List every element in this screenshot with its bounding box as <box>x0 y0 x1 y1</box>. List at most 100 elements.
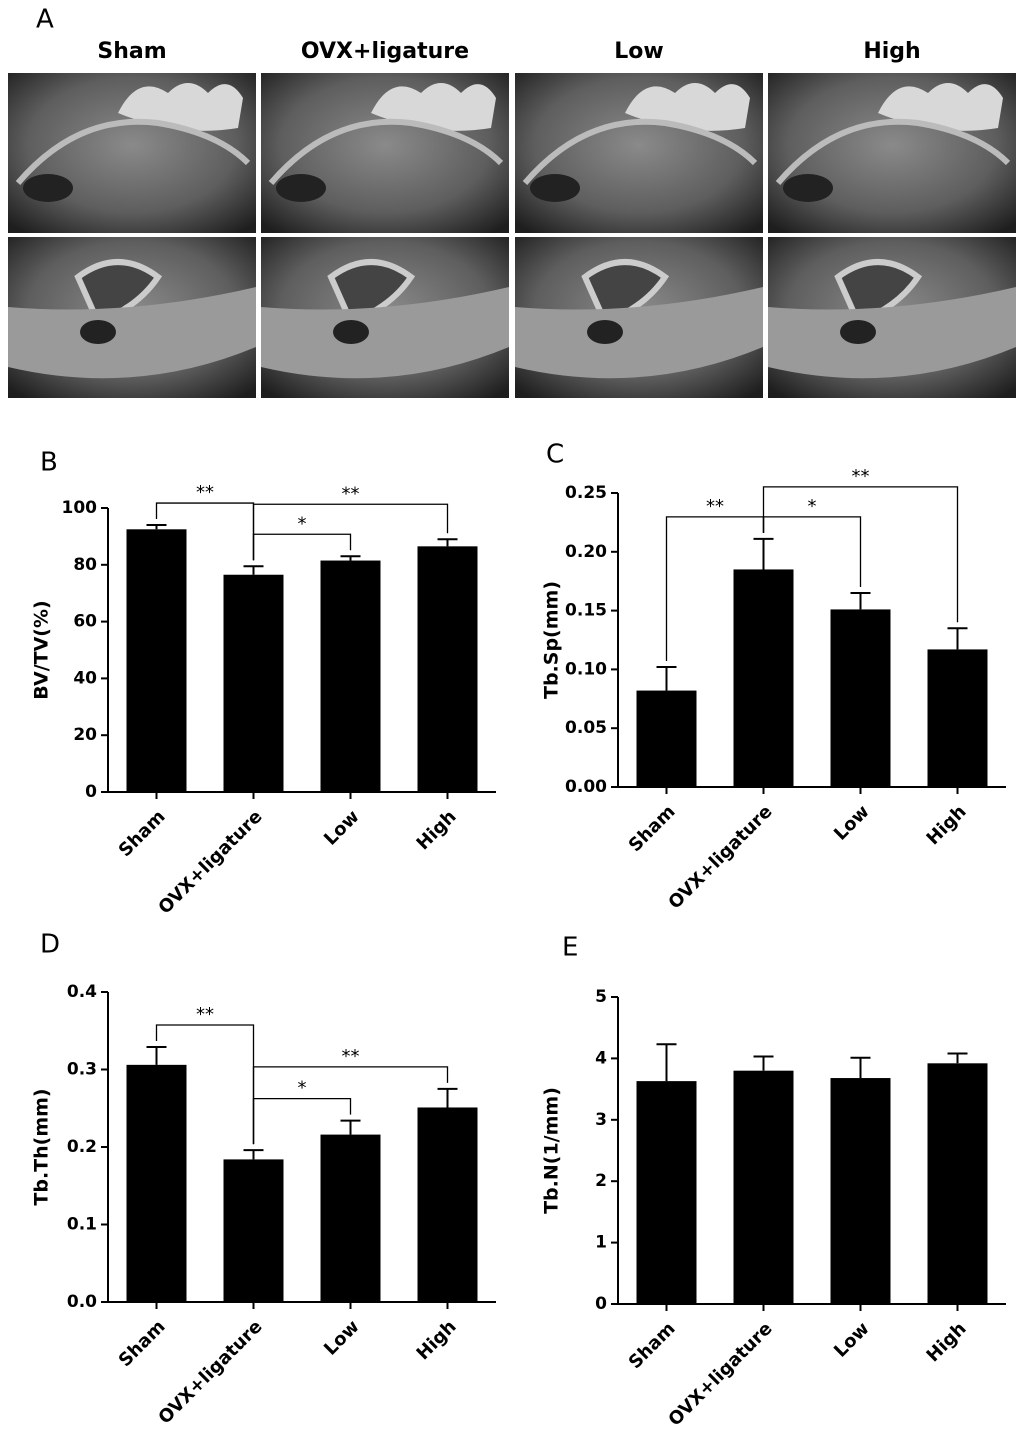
y-tick-label: 0.0 <box>67 1292 97 1312</box>
jaw <box>8 287 256 379</box>
chart: C Tb.Sp(mm) 0.00 0.05 0.10 0.15 0.20 0.25 ShamOV… <box>541 440 1006 913</box>
error-bar <box>850 1056 871 1079</box>
y-tick-label: 80 <box>73 555 97 575</box>
y-tick-label: 40 <box>73 668 97 688</box>
x-tick-label: High <box>923 1318 971 1366</box>
error-bar <box>947 627 968 650</box>
column-label: Sham <box>97 39 166 64</box>
y-axis-label: Tb.N(1/mm) <box>541 1087 563 1214</box>
y-tick-label: 0.25 <box>565 483 607 503</box>
cavity <box>80 320 116 344</box>
error-bar <box>243 1149 264 1160</box>
panel-label: A <box>36 5 54 35</box>
bar <box>636 690 697 787</box>
y-tick-label: 60 <box>73 612 97 632</box>
y-tick-label: 2 <box>595 1171 607 1191</box>
significance-label: ** <box>196 482 214 503</box>
y-axis-label: Tb.Sp(mm) <box>541 581 563 699</box>
y-tick-label: 100 <box>62 498 98 518</box>
x-tick-label: Sham <box>115 806 170 861</box>
x-tick-label: High <box>413 1316 461 1364</box>
error-bar <box>146 1046 167 1065</box>
y-tick-label: 0.15 <box>565 601 607 621</box>
jaw <box>768 287 1016 379</box>
cavity <box>783 174 833 202</box>
cavity <box>23 174 73 202</box>
significance-label: ** <box>196 1004 214 1025</box>
tooth <box>878 83 1003 131</box>
cavity <box>333 320 369 344</box>
tooth <box>118 83 243 131</box>
bar <box>126 1064 187 1302</box>
significance-label: ** <box>342 483 360 504</box>
y-tick-label: 5 <box>595 987 607 1007</box>
x-tick-label: Sham <box>625 1318 680 1373</box>
error-bar <box>437 1087 458 1108</box>
y-tick-label: 0.2 <box>67 1137 97 1157</box>
bar <box>320 1134 381 1302</box>
x-tick-label: Low <box>320 1316 363 1359</box>
y-tick-label: 20 <box>73 725 97 745</box>
error-bar <box>947 1052 968 1064</box>
bar <box>320 560 381 792</box>
tooth <box>625 83 750 131</box>
error-bar <box>146 524 167 530</box>
y-tick-label: 0.3 <box>67 1060 97 1080</box>
bar <box>223 1159 284 1302</box>
bar <box>417 1107 478 1302</box>
column-label: High <box>863 39 920 64</box>
y-tick-label: 0.00 <box>565 777 607 797</box>
panel-label: B <box>40 448 58 478</box>
y-tick-label: 3 <box>595 1110 607 1130</box>
significance-label: ** <box>342 1046 360 1067</box>
y-tick-label: 0.05 <box>565 718 607 738</box>
bar <box>830 609 891 787</box>
tooth <box>371 83 496 131</box>
x-tick-label: High <box>413 806 461 854</box>
bar <box>733 569 794 787</box>
y-tick-label: 0.1 <box>67 1215 97 1235</box>
column-label: OVX+ligature <box>301 39 469 64</box>
cavity <box>587 320 623 344</box>
y-tick-label: 1 <box>595 1233 607 1253</box>
chart: D Tb.Th(mm) 0.0 0.1 0.2 0.3 0.4 ShamOVX+ligatur… <box>31 930 496 1428</box>
error-bar <box>753 537 774 570</box>
bar <box>927 1063 988 1304</box>
x-tick-label: OVX+ligature <box>664 1318 776 1430</box>
y-tick-label: 0 <box>85 782 97 802</box>
jaw <box>515 287 763 379</box>
error-bar <box>850 591 871 610</box>
y-tick-label: 0.20 <box>565 542 607 562</box>
x-tick-label: OVX+ligature <box>664 801 776 913</box>
x-tick-label: Low <box>830 801 873 844</box>
error-bar <box>656 1043 677 1082</box>
cavity <box>530 174 580 202</box>
significance-bracket <box>252 1066 449 1145</box>
significance-label: ** <box>852 466 870 487</box>
y-tick-label: 0.4 <box>67 982 97 1002</box>
bone-contour <box>522 118 758 185</box>
x-tick-label: Low <box>320 806 363 849</box>
error-bar <box>340 555 361 561</box>
significance-bracket <box>252 533 352 561</box>
jaw <box>261 287 509 379</box>
ct-images <box>8 73 1016 398</box>
x-tick-label: OVX+ligature <box>154 1316 266 1428</box>
error-bar <box>243 565 264 575</box>
bar <box>927 649 988 787</box>
error-bar <box>753 1055 774 1071</box>
bar <box>223 574 284 792</box>
bar <box>417 546 478 792</box>
significance-label: ** <box>706 496 724 517</box>
error-bar <box>437 538 458 547</box>
bone-contour <box>268 118 504 185</box>
x-tick-label: Low <box>830 1318 873 1361</box>
x-tick-label: High <box>923 801 971 849</box>
significance-label: * <box>298 513 307 534</box>
significance-label: * <box>298 1078 307 1099</box>
x-tick-label: Sham <box>625 801 680 856</box>
column-label: Low <box>614 39 663 64</box>
error-bar <box>656 666 677 691</box>
